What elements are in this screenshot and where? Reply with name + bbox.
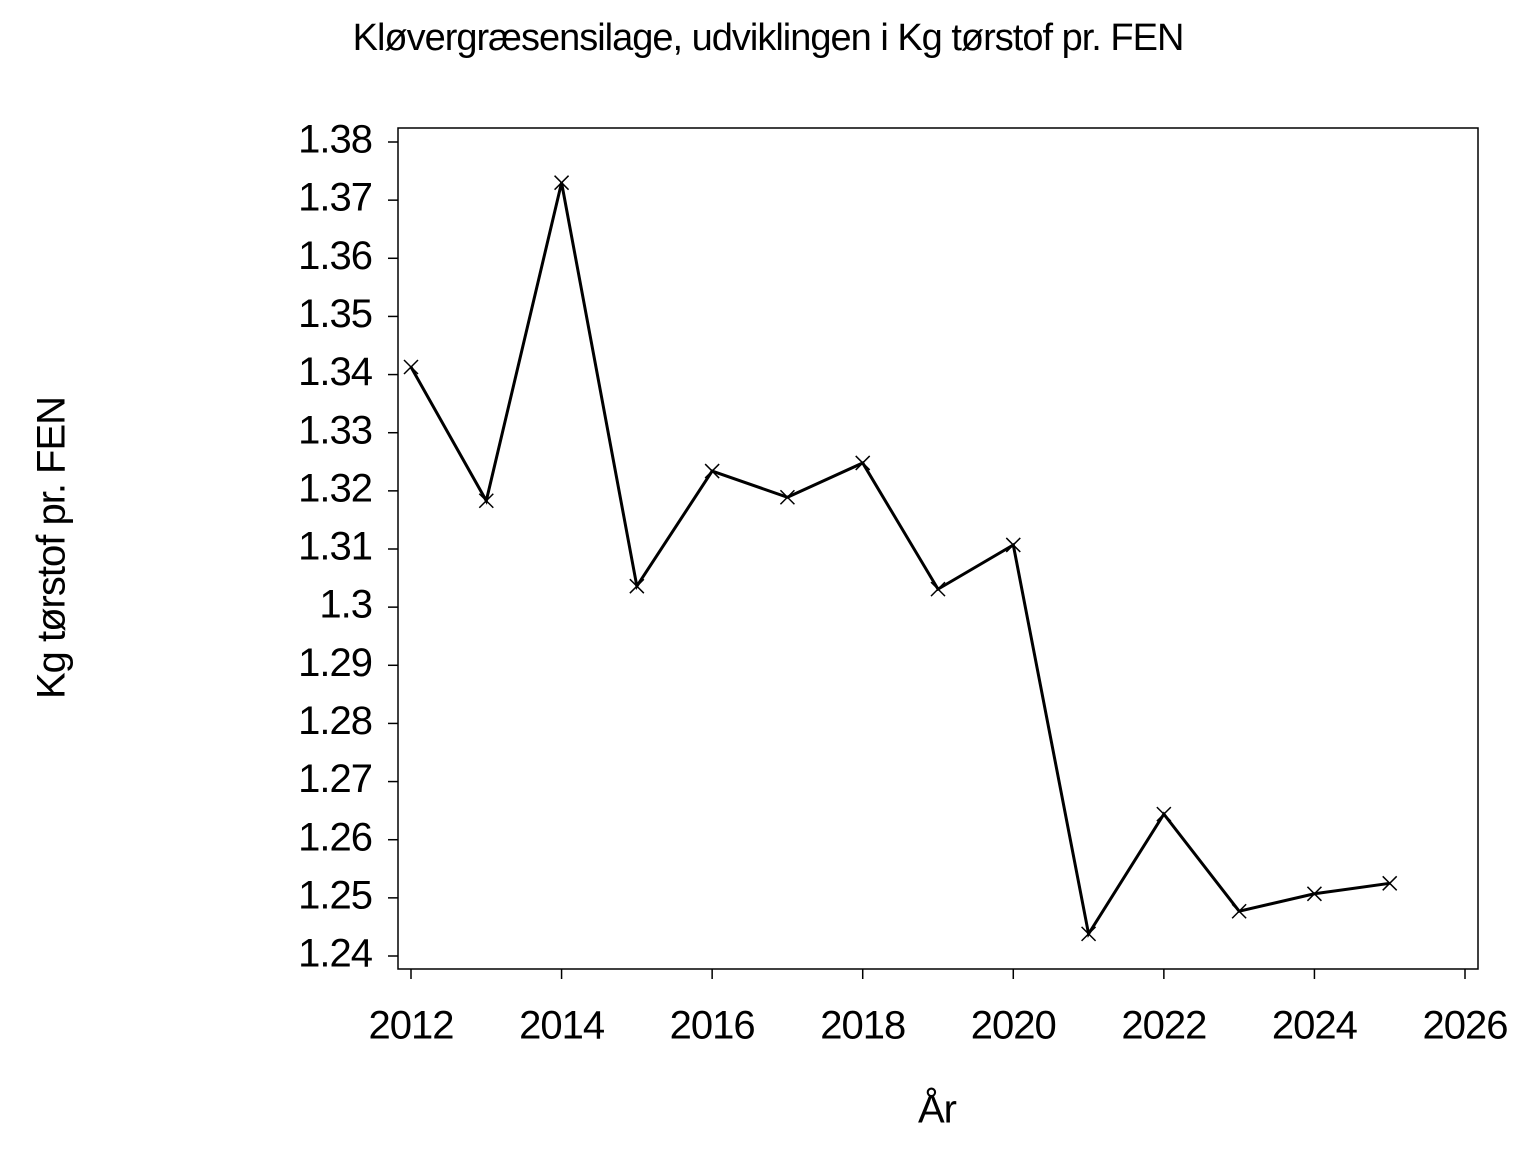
y-tick-label: 1.34 [298,350,373,394]
y-tick-label: 1.28 [298,699,372,743]
y-axis-label: Kg tørstof pr. FEN [30,397,74,699]
x-tick-label: 2020 [971,1004,1056,1048]
data-marker [629,578,645,594]
y-tick-label: 1.24 [298,932,373,976]
y-tick-label: 1.32 [298,466,372,510]
y-tick-label: 1.36 [298,234,372,278]
y-tick-label: 1.29 [298,641,372,685]
x-tick-label: 2012 [369,1004,454,1048]
x-tick-label: 2026 [1423,1004,1508,1048]
data-marker [1306,886,1322,902]
chart-title: Kløvergræsensilage, udviklingen i Kg tør… [353,17,1184,59]
data-marker [1081,926,1097,942]
x-tick-label: 2014 [519,1004,605,1048]
data-marker [1382,875,1398,891]
y-tick-label: 1.37 [298,176,372,220]
x-tick-label: 2016 [670,1004,755,1048]
data-marker [779,489,795,505]
y-tick-label: 1.31 [298,525,372,569]
x-tick-label: 2018 [820,1004,905,1048]
data-marker [554,175,570,191]
y-tick-label: 1.3 [319,583,372,627]
data-marker [1231,903,1247,919]
y-tick-label: 1.35 [298,292,372,336]
data-marker [855,455,871,471]
data-marker [478,493,494,509]
data-marker [1005,537,1021,553]
x-tick-label: 2022 [1121,1004,1206,1048]
y-tick-label: 1.26 [298,815,372,859]
y-tick-label: 1.33 [298,408,372,452]
y-tick-label: 1.25 [298,873,372,917]
data-marker [930,581,946,597]
x-tick-label: 2024 [1272,1004,1358,1048]
data-line [409,182,1390,938]
data-marker [403,359,419,375]
data-marker [1156,806,1172,822]
y-tick-label: 1.38 [298,118,372,162]
data-marker [704,463,720,479]
y-tick-label: 1.27 [298,757,372,801]
x-axis-label: År [918,1087,957,1132]
